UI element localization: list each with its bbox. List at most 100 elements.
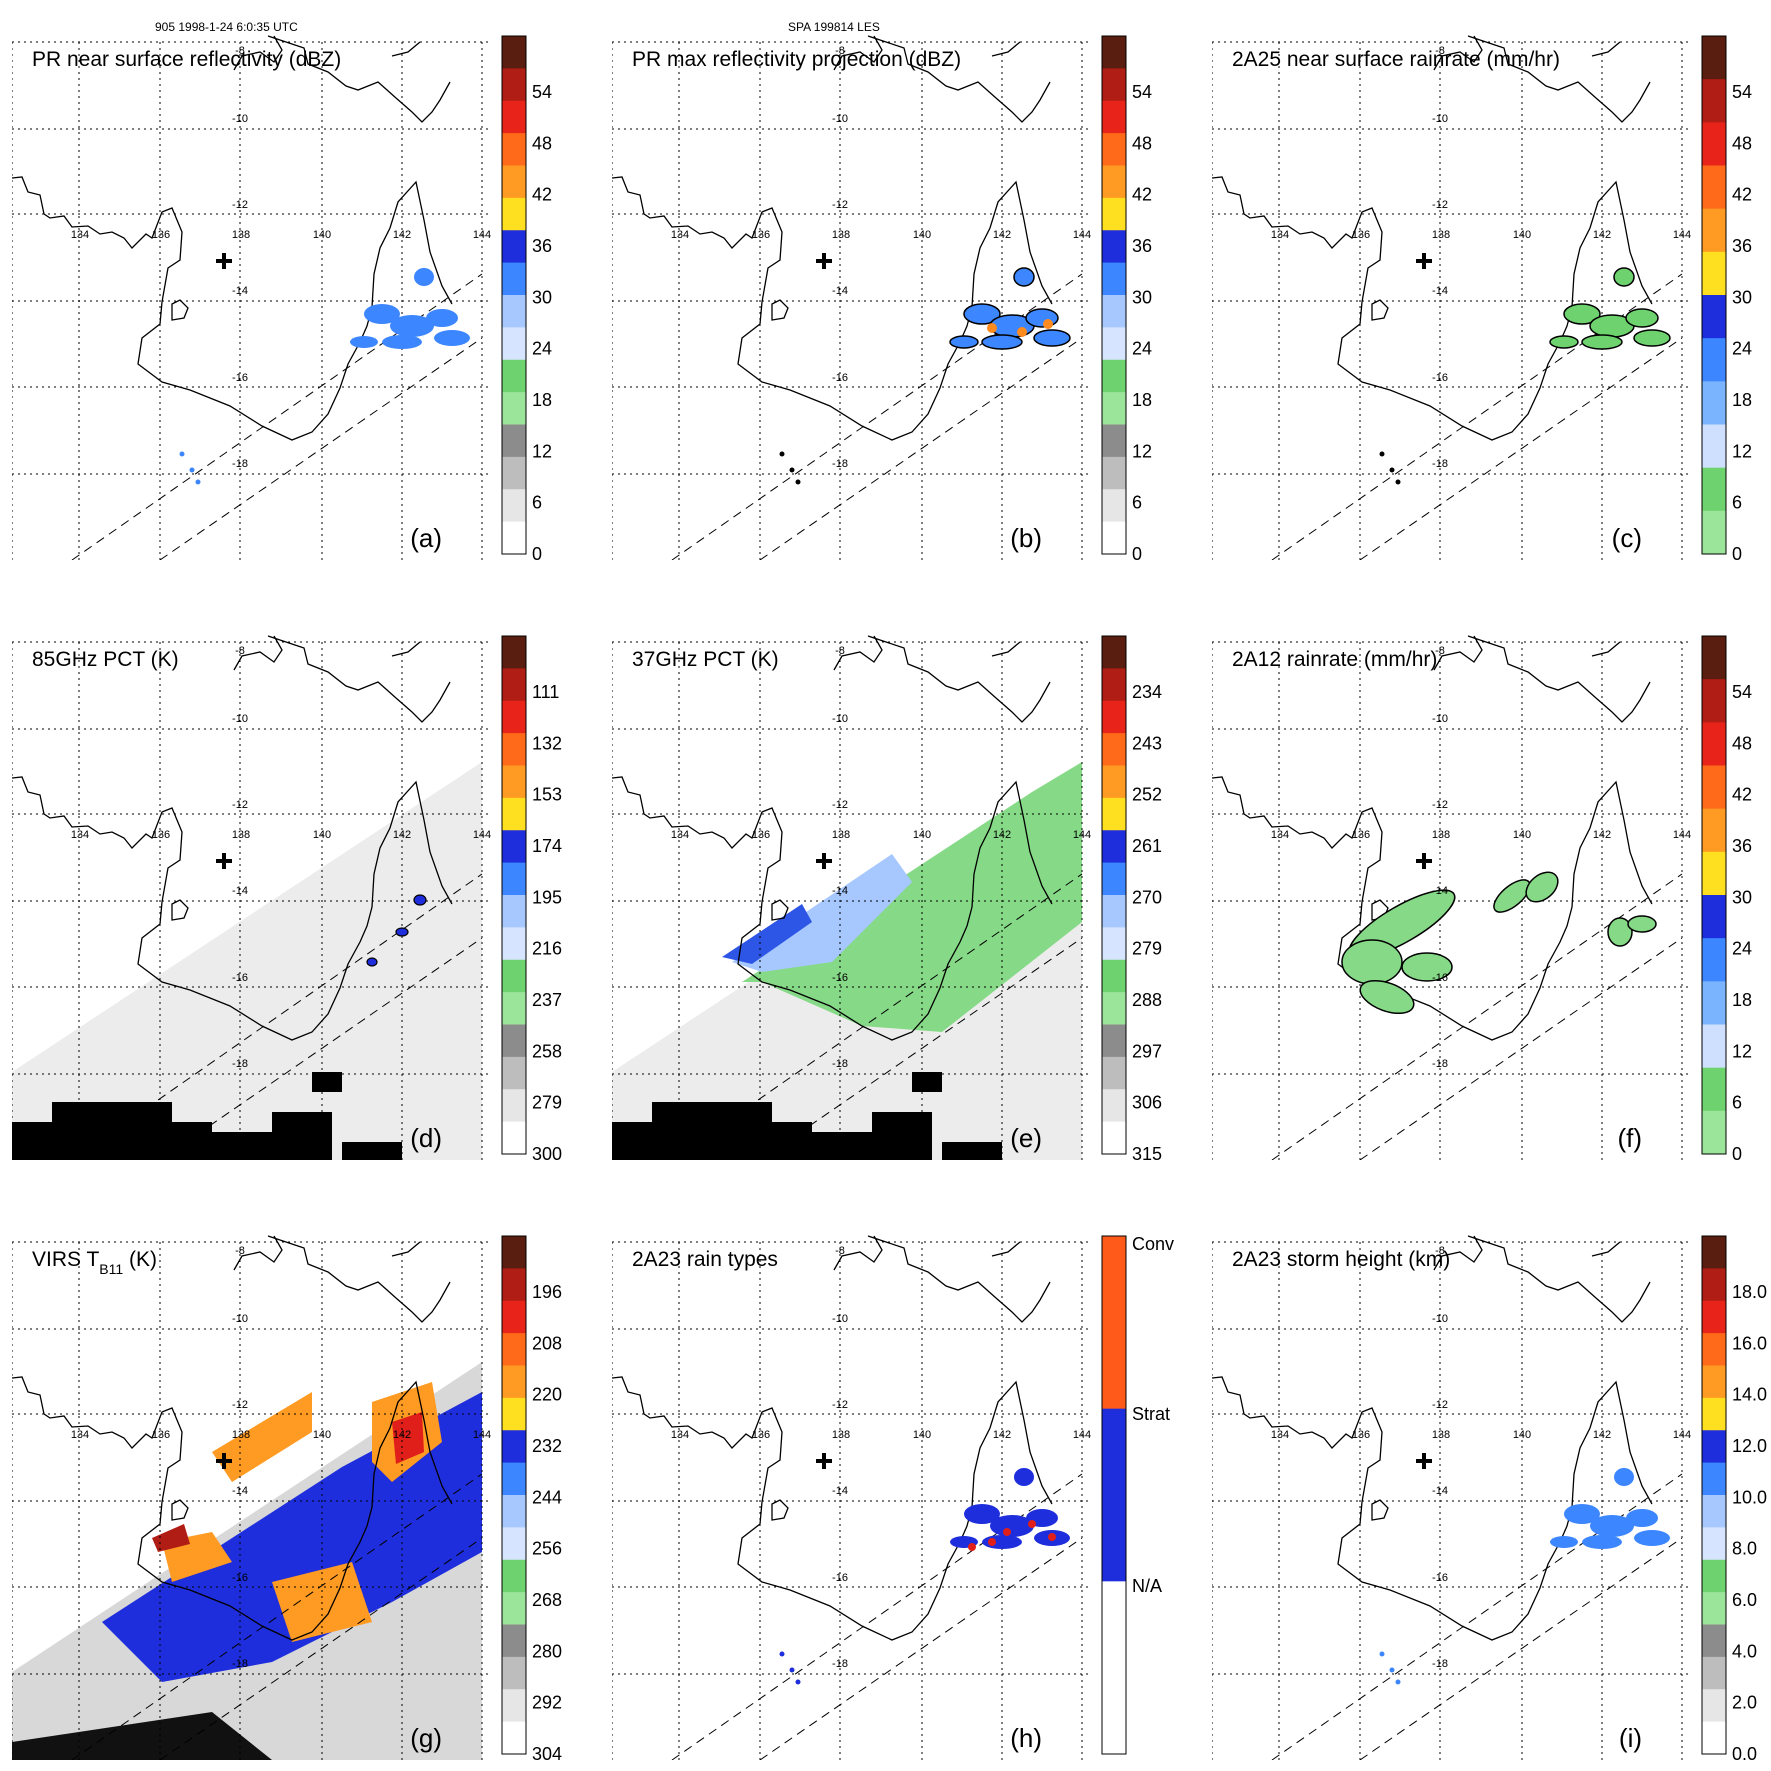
pr-swath-edges	[1271, 273, 1683, 560]
colorbar-tick-label: 54	[1732, 682, 1752, 702]
high-reflectivity-pixel	[987, 323, 997, 333]
lat-label: -16	[1432, 372, 1448, 384]
lon-label: 142	[1593, 1429, 1611, 1441]
colorbar-segment	[1102, 295, 1126, 328]
lon-label: 140	[913, 829, 931, 841]
rain-cell	[1633, 329, 1671, 347]
rain-cell	[1582, 1535, 1622, 1549]
lon-label: 144	[1073, 229, 1091, 241]
colorbar-tick-label: 0	[1132, 544, 1142, 564]
rain-cell	[426, 309, 458, 327]
colorbar-segment	[502, 1397, 526, 1431]
lat-label: -8	[835, 645, 845, 657]
lon-label: 142	[1593, 829, 1611, 841]
rain-speck	[1395, 479, 1401, 485]
colorbar-tick-label: 54	[532, 82, 552, 102]
colorbar-tick-label: 48	[1132, 133, 1152, 153]
colorbar-tick-label: 0.0	[1732, 1744, 1757, 1764]
colorbar-tick-label: 252	[1132, 785, 1162, 805]
rain-area	[1359, 979, 1415, 1015]
colorbar-segment	[1102, 797, 1126, 831]
lon-label: 134	[1271, 1429, 1289, 1441]
lat-label: -16	[1432, 972, 1448, 984]
colorbar-tick-label: 270	[1132, 887, 1162, 907]
lon-label: 140	[1513, 829, 1531, 841]
lat-label: -18	[832, 458, 848, 470]
colorbar-segment	[1102, 262, 1126, 296]
colorbar-tick-label: 18	[1732, 990, 1752, 1010]
colorbar-segment	[1702, 1721, 1726, 1755]
colorbar-tick-label: 24	[1132, 339, 1152, 359]
lon-label: 134	[1271, 229, 1289, 241]
colorbar-tick-label: 279	[532, 1093, 562, 1113]
colorbar-tick-label: 54	[1132, 82, 1152, 102]
rain-speck	[189, 467, 195, 473]
colorbar-tick-label: 2.0	[1732, 1693, 1757, 1713]
colorbar: 18.0 16.0 14.0 12.0 10.0 8.0 6.0 4.0 2.0 0.0	[1701, 1235, 1767, 1764]
cold-pixel-block	[942, 1142, 1002, 1160]
colorbar: 111 132 153 174 195 216 237 258 279 300	[501, 635, 562, 1164]
site-marker	[816, 253, 832, 269]
colorbar-segment	[502, 1462, 526, 1496]
lon-label: 142	[393, 829, 411, 841]
colorbar-segment	[502, 830, 526, 864]
colorbar-segment	[1102, 668, 1126, 702]
rain-cell	[1581, 334, 1623, 350]
cold-pixel-block	[652, 1102, 772, 1132]
colorbar-frame	[1701, 35, 1727, 555]
lon-label: 144	[473, 829, 491, 841]
colorbar-frame	[1701, 635, 1727, 1155]
rain-cell	[434, 330, 470, 346]
colorbar-segment	[1102, 456, 1126, 490]
colorbar-tick-label: 12.0	[1732, 1436, 1767, 1456]
lon-label: 138	[1432, 1429, 1450, 1441]
rain-cell	[1590, 1515, 1634, 1537]
lon-label: 136	[152, 229, 170, 241]
cold-pixel-block	[52, 1102, 172, 1132]
lon-label: 134	[71, 1429, 89, 1441]
site-marker	[216, 853, 232, 869]
colorbar-segment	[1102, 359, 1126, 393]
lon-label: 140	[913, 229, 931, 241]
colorbar-segment	[502, 392, 526, 425]
colorbar-segment	[502, 668, 526, 702]
rain-speck	[1379, 1651, 1385, 1657]
colorbar-segment	[502, 165, 526, 199]
colorbar-tick-label: 36	[532, 236, 552, 256]
colorbar-segment	[502, 1121, 526, 1155]
convective-pixel	[1028, 1520, 1036, 1528]
rain-area	[1627, 915, 1657, 933]
colorbar-segment	[1702, 808, 1726, 853]
lat-label: -14	[1432, 285, 1448, 297]
colorbar-segment	[502, 959, 526, 993]
header-timestamp: 905 1998-1-24 6:0:35 UTC	[155, 20, 298, 34]
colorbar-tick-label: 111	[532, 682, 559, 702]
colorbar-tick-label: 12	[1732, 1041, 1752, 1061]
coastline	[612, 1235, 1053, 1641]
rain-cell	[1634, 1530, 1670, 1546]
lat-label: -12	[232, 799, 248, 811]
colorbar-tick-label: 6	[1732, 493, 1742, 513]
lat-lon-grid	[612, 41, 1092, 560]
colorbar-segment	[1102, 68, 1126, 102]
colorbar-segment	[502, 862, 526, 896]
colorbar-segment	[502, 100, 526, 134]
colorbar-segment	[1702, 1300, 1726, 1334]
lat-label: -12	[232, 1399, 248, 1411]
lon-label: 138	[832, 829, 850, 841]
colorbar-tick-label: 16.0	[1732, 1333, 1767, 1353]
colorbar-tick-label: 297	[1132, 1041, 1162, 1061]
rain-cell	[1564, 1504, 1600, 1524]
coastline	[12, 35, 453, 441]
colorbar-tick-label: 279	[1132, 939, 1162, 959]
rain-speck	[1389, 467, 1395, 473]
lat-label: -16	[232, 972, 248, 984]
lat-label: -18	[832, 1658, 848, 1670]
colorbar-segment	[1102, 1121, 1126, 1155]
colorbar: 234 243 252 261 270 279 288 297 306 315	[1101, 635, 1162, 1164]
colorbar-tick-label: 18	[1732, 390, 1752, 410]
lon-label: 144	[473, 1429, 491, 1441]
panel-letter: (a)	[410, 523, 442, 553]
lat-label: -16	[832, 372, 848, 384]
map-content	[612, 35, 1092, 560]
